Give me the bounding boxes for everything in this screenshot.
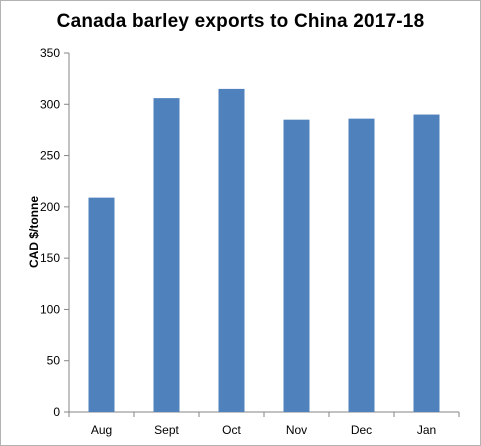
x-ticks: Aug Sept Oct Nov Dec Jan [68, 412, 460, 437]
bar-dec [348, 118, 375, 412]
y-tick-label: 200 [40, 200, 60, 214]
bar-aug [88, 197, 115, 412]
x-tick-label: Nov [286, 423, 307, 437]
y-axis-label: CAD $/tonne [27, 196, 41, 268]
y-ticks: 0 50 100 150 200 250 300 350 [40, 46, 69, 419]
bar-jan [413, 114, 440, 413]
x-tick-label: Sept [154, 423, 179, 437]
x-tick-label: Dec [351, 423, 372, 437]
x-tick-label: Jan [417, 423, 436, 437]
bars [88, 88, 440, 413]
y-tick-label: 150 [40, 251, 60, 265]
chart-title: Canada barley exports to China 2017-18 [56, 11, 425, 32]
bar-nov [283, 119, 310, 413]
y-tick-label: 50 [47, 354, 61, 368]
bar-oct [218, 88, 245, 413]
x-tick-label: Aug [91, 423, 112, 437]
y-tick-label: 0 [53, 405, 60, 419]
y-tick-label: 250 [40, 149, 60, 163]
y-tick-label: 100 [40, 302, 60, 316]
x-tick-label: Oct [222, 423, 241, 437]
y-tick-label: 350 [40, 46, 60, 60]
y-tick-label: 300 [40, 97, 60, 111]
bar-sept [153, 98, 180, 412]
